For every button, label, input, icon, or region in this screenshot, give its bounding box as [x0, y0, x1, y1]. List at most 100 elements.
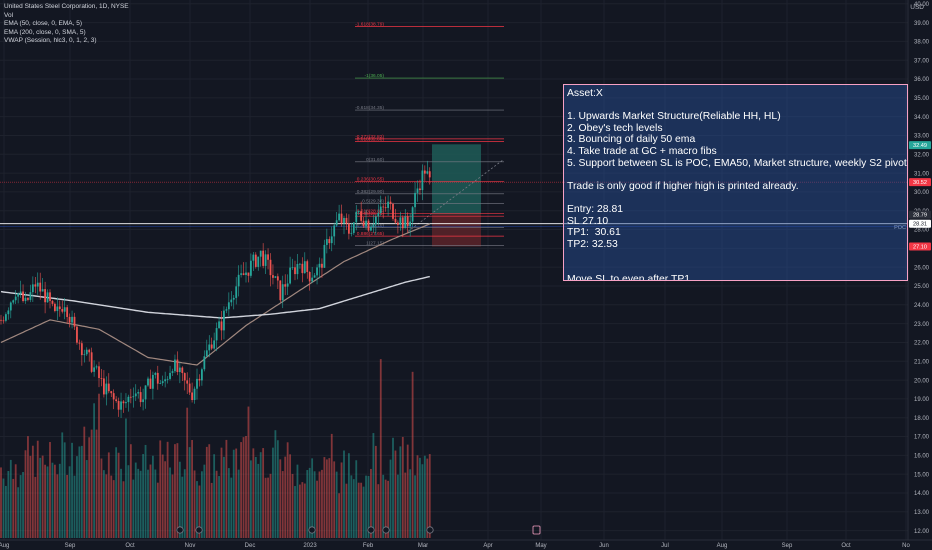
candle-body [213, 340, 216, 349]
indicator-ema200[interactable]: EMA (200, close, 0, SMA, 5) [4, 28, 86, 36]
candle-body [428, 171, 431, 178]
volume-bar [394, 450, 397, 538]
note-line [567, 250, 904, 262]
candle-body [414, 192, 416, 208]
note-line: Asset:X [567, 88, 603, 99]
volume-bar [409, 469, 412, 538]
volume-bar [95, 429, 98, 538]
volume-bar [112, 480, 115, 538]
candle-body [164, 379, 167, 382]
earnings-marker-icon[interactable] [195, 526, 203, 534]
indicator-vwap[interactable]: VWAP (Session, hlc3, 0, 1, 2, 3) [4, 37, 97, 45]
volume-bar [321, 469, 323, 538]
volume-bar [12, 478, 15, 538]
candle-body [193, 388, 196, 400]
volume-bar [198, 485, 201, 538]
candle-body [223, 310, 225, 331]
volume-bar [382, 474, 385, 538]
candle-body [44, 289, 46, 303]
fib-level-label: 1(27.15) [366, 241, 384, 247]
volume-bar [80, 445, 83, 538]
earnings-marker-icon[interactable] [367, 526, 375, 534]
target-zone[interactable] [432, 144, 481, 215]
volume-bar [237, 469, 240, 538]
time-axis[interactable]: Aug Sep Oct Nov Dec 2023 Feb Mar Apr May Jun Jul Aug… [0, 539, 932, 549]
candle-body [0, 319, 2, 321]
volume-bar [44, 464, 46, 538]
candle-body [218, 321, 220, 329]
price-axis[interactable]: 12.00 13.00 14.00 15.00 16.00 17.00 18.00 19.00… [907, 0, 932, 550]
candle-body [423, 170, 426, 174]
price-tag-bg [909, 219, 931, 228]
volume-bar [286, 442, 289, 538]
candle-body [328, 239, 331, 244]
candle-body [154, 372, 157, 375]
candle-body [186, 380, 189, 384]
candle-body [144, 385, 147, 400]
price-axis-panel[interactable] [908, 0, 932, 550]
indicator-volume[interactable]: Vol [4, 11, 14, 19]
candle-body [245, 272, 247, 276]
earnings-marker-icon[interactable] [176, 526, 184, 534]
candle-body [22, 291, 24, 302]
volume-bar [107, 452, 110, 538]
note-marker-icon[interactable] [532, 525, 541, 535]
volume-bar [203, 464, 206, 538]
fibonacci-levels[interactable]: -1.618(38.79) -1(36.05) -0.618(34.35) -0.27… [355, 22, 504, 247]
symbol-title[interactable]: United States Steel Corporation, 1D, NYS… [4, 3, 129, 10]
stop-zone[interactable] [432, 214, 481, 247]
candle-body [360, 211, 363, 221]
y-tick-label: 38.00 [914, 40, 930, 46]
candle-body [166, 378, 169, 380]
earnings-marker-icon[interactable] [426, 526, 434, 534]
volume-bar [63, 442, 66, 538]
earnings-marker-icon[interactable] [382, 526, 390, 534]
y-tick-label: 36.00 [914, 77, 930, 83]
candle-body [7, 310, 10, 315]
event-markers[interactable] [176, 525, 541, 535]
volume-bar [36, 440, 39, 538]
volume-bar [269, 473, 272, 538]
horizontal-lines[interactable]: POC [0, 181, 908, 231]
volume-bar [254, 456, 257, 538]
volume-bar [333, 461, 336, 538]
volume-bar [176, 443, 179, 538]
candle-body [286, 283, 289, 287]
candle-body [132, 396, 135, 398]
trade-plan-note[interactable]: Asset:X 1. Upwards Market Structure(Relia… [563, 84, 908, 281]
y-tick-label: 25.00 [914, 284, 930, 290]
y-tick-label: 15.00 [914, 472, 930, 478]
candle-body [183, 373, 186, 381]
candle-body [409, 221, 412, 227]
candle-body [90, 352, 93, 372]
trade-zones[interactable] [407, 144, 504, 247]
candle-body [54, 303, 56, 312]
candle-body [112, 393, 115, 400]
volume-bar [100, 458, 103, 538]
volume-bar [328, 458, 331, 538]
volume-bar [242, 437, 245, 538]
fib-level-label: -0.272(32.82) [355, 134, 384, 140]
candle-body [382, 206, 385, 208]
candles [0, 160, 431, 418]
candle-body [230, 299, 233, 303]
earnings-marker-icon[interactable] [308, 526, 316, 534]
candle-body [374, 216, 377, 225]
volume-bar [7, 471, 10, 538]
indicator-ema50[interactable]: EMA (50, close, 0, EMA, 5) [4, 20, 83, 28]
note-line: 5. Support between SL is POC, EMA50, Mar… [567, 157, 907, 169]
note-line: Trade is only good if higher high is pri… [567, 180, 799, 192]
volume-bar [330, 433, 333, 538]
poc-label: POC [894, 225, 906, 231]
volume-bar [379, 359, 382, 538]
candle-body [2, 320, 5, 322]
candle-body [159, 383, 162, 384]
y-tick-label: 17.00 [914, 435, 930, 441]
ema200-line [0, 275, 430, 319]
volume-bar [306, 470, 309, 538]
volume-bar [22, 471, 24, 538]
candle-body [397, 222, 399, 225]
candle-body [274, 276, 277, 278]
x-tick-label: Nov [185, 543, 196, 549]
